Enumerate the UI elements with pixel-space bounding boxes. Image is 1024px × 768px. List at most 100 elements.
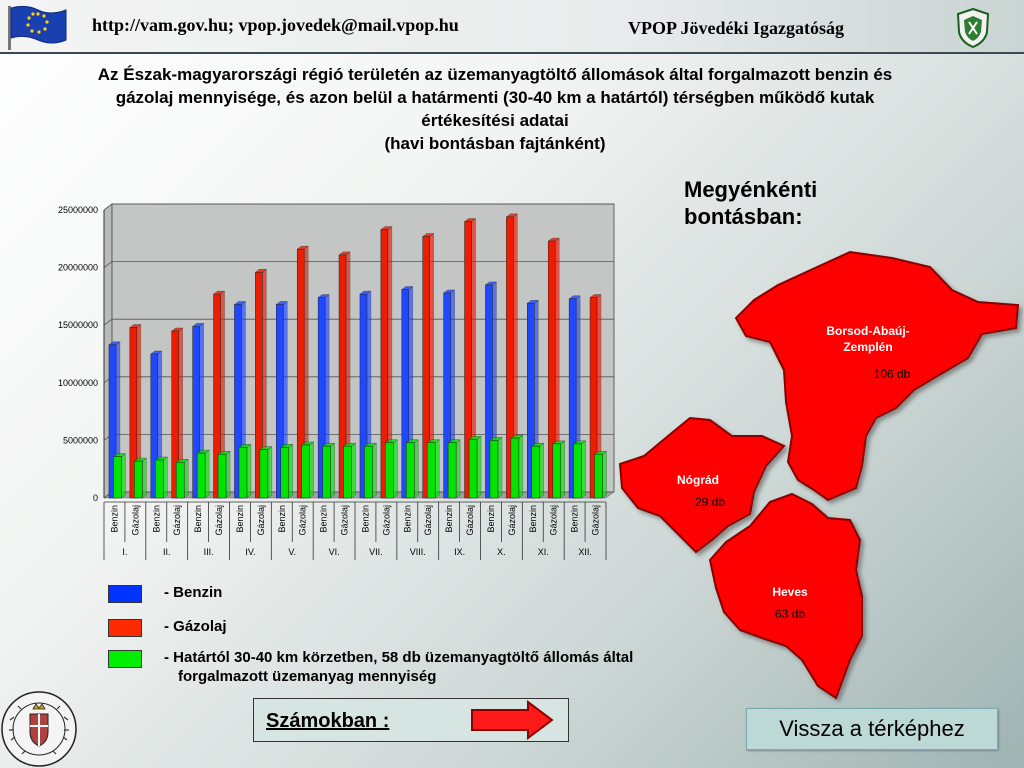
bar-border-benzin-side — [246, 443, 252, 499]
borsod-count: 106 db — [874, 367, 911, 381]
bar-border-gazolaj — [259, 449, 269, 499]
arrow-right-icon[interactable] — [470, 700, 554, 740]
bar-benzin — [443, 292, 451, 499]
legend-text-border-zone-2: forgalmazott üzemanyag mennyiség — [178, 668, 437, 685]
heves-count: 63 db — [775, 607, 805, 621]
bar-border-benzin — [531, 445, 541, 499]
bar-border-benzin-side — [414, 439, 419, 499]
anniversary-seal-logo — [1, 691, 77, 767]
y-tick-label: 5000000 — [63, 435, 98, 445]
y-tick-label: 20000000 — [58, 263, 98, 273]
legend-prefix-gazolaj: - — [164, 618, 174, 635]
header-bar — [0, 0, 1024, 54]
legend-prefix-border-zone: - — [164, 649, 174, 666]
bar-border-benzin-side — [163, 456, 168, 499]
bar-border-benzin-side — [204, 449, 210, 499]
county-nograd[interactable]: Nógrád 29 db — [618, 416, 786, 554]
bar-border-gazolaj-side — [225, 450, 231, 499]
gridline-side — [103, 261, 113, 268]
x-month-label: V. — [288, 547, 296, 557]
bar-border-gazolaj-side — [309, 441, 314, 499]
bar-gazolaj — [464, 221, 472, 499]
heves-shape[interactable] — [708, 492, 863, 700]
bar-border-gazolaj-side — [393, 439, 398, 499]
x-fuel-label: Benzin — [570, 505, 580, 533]
bar-gazolaj — [422, 236, 430, 499]
bar-gazolaj — [171, 330, 179, 499]
bar-border-gazolaj-side — [435, 439, 440, 499]
bar-border-benzin — [280, 447, 290, 499]
legend-label-benzin: - Benzin — [164, 583, 222, 602]
bar-border-gazolaj — [301, 444, 310, 499]
nograd-count: 29 db — [695, 495, 725, 509]
x-fuel-label: Gázolaj — [130, 505, 140, 536]
bar-border-gazolaj-side — [142, 457, 147, 499]
title-line-2: gázolaj mennyisége, és azon belül a hatá… — [115, 88, 875, 107]
borsod-label-2: Zemplén — [843, 340, 892, 354]
legend-swatch-gazolaj — [108, 619, 142, 637]
bar-border-gazolaj-side — [560, 440, 565, 499]
bar-gazolaj — [255, 271, 263, 499]
county-title-line-2: bontásban: — [684, 204, 803, 229]
x-fuel-label: Benzin — [193, 505, 203, 533]
bar-border-benzin — [447, 442, 457, 499]
borsod-label-1: Borsod-Abaúj- — [826, 324, 909, 338]
legend-label-gazolaj: - Gázolaj — [164, 617, 227, 636]
vpop-emblem-icon — [956, 8, 990, 48]
bar-benzin — [401, 289, 410, 499]
numbers-button-label[interactable]: Számokban : — [266, 710, 390, 732]
title-line-1: Az Észak-magyarországi régió területén a… — [97, 65, 893, 84]
gridline-side — [103, 203, 113, 211]
x-month-label: II. — [163, 547, 171, 557]
x-month-label: X. — [497, 547, 506, 557]
county-borsod[interactable]: Borsod-Abaúj- Zemplén 106 db — [734, 250, 1020, 502]
x-fuel-label: Benzin — [360, 505, 370, 533]
page-title: Az Észak-magyarországi régió területén a… — [10, 63, 980, 155]
bar-border-gazolaj-side — [184, 458, 189, 499]
bar-border-gazolaj — [134, 460, 143, 499]
bar-border-benzin — [489, 440, 499, 499]
title-line-3: értékesítési adatai — [421, 111, 569, 130]
x-month-label: IV. — [245, 547, 255, 557]
numbers-button[interactable]: Számokban : — [253, 698, 569, 742]
x-fuel-label: Gázolaj — [507, 505, 517, 536]
x-fuel-label: Gázolaj — [298, 505, 308, 536]
header-organization: VPOP Jövedéki Igazgatóság — [628, 18, 844, 38]
x-fuel-label: Benzin — [402, 505, 412, 533]
county-section-title: Megyénkénti bontásban: — [684, 176, 817, 230]
back-to-map-button[interactable]: Vissza a térképhez — [746, 708, 998, 750]
bar-border-gazolaj — [468, 438, 478, 499]
bar-benzin — [527, 303, 535, 499]
x-month-label: VI. — [329, 547, 340, 557]
x-fuel-label: Gázolaj — [381, 505, 391, 536]
legend-swatch-border-zone — [108, 650, 142, 668]
x-fuel-label: Benzin — [109, 505, 119, 533]
bar-border-gazolaj-side — [267, 446, 273, 499]
nograd-label: Nógrád — [677, 473, 719, 487]
x-fuel-label: Benzin — [235, 505, 245, 533]
y-tick-label: 25000000 — [58, 205, 98, 215]
x-month-label: IX. — [454, 547, 465, 557]
bar-border-gazolaj-side — [518, 434, 524, 499]
bar-benzin — [150, 353, 159, 499]
bar-border-benzin — [322, 445, 331, 499]
bar-border-benzin — [406, 442, 415, 499]
header-url[interactable]: http://vam.gov.hu; vpop.jovedek@mail.vpo… — [92, 15, 459, 35]
bar-border-benzin-side — [539, 442, 544, 499]
eu-flag-icon — [8, 5, 67, 50]
bar-border-benzin-side — [372, 442, 377, 499]
legend-text-gazolaj: Gázolaj — [173, 618, 227, 635]
county-heves[interactable]: Heves 63 db — [708, 492, 863, 700]
legend-text-border-zone: Határtól 30-40 km körzetben, 58 db üzema… — [173, 649, 634, 666]
x-month-label: I. — [122, 547, 127, 557]
x-fuel-label: Gázolaj — [549, 505, 559, 536]
x-month-label: VIII. — [410, 547, 426, 557]
legend-prefix-benzin: - — [164, 584, 174, 601]
bar-border-benzin — [364, 445, 373, 499]
bar-gazolaj — [338, 254, 347, 499]
borsod-shape[interactable] — [734, 250, 1020, 502]
x-fuel-label: Benzin — [486, 505, 496, 533]
nograd-shape[interactable] — [618, 416, 786, 554]
title-line-4: (havi bontásban fajtánként) — [384, 134, 606, 153]
bar-border-benzin-side — [455, 439, 461, 499]
